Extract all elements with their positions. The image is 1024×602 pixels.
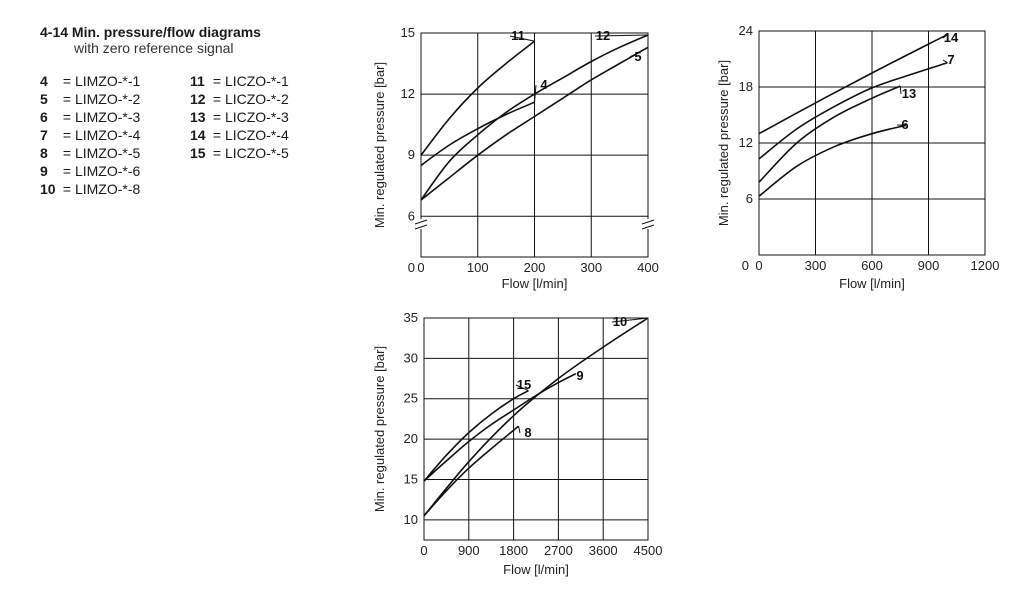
legend-item: 5 = LIMZO-*-2 — [40, 91, 141, 107]
series-leader-14 — [942, 34, 948, 39]
series-leader-7 — [942, 59, 948, 64]
x-tick-label: 900 — [458, 543, 480, 558]
series-line-13 — [758, 85, 901, 183]
series-label-8: 8 — [524, 425, 531, 440]
axis-break-mark — [414, 219, 428, 225]
series-line-7 — [758, 61, 948, 160]
series-line-14 — [758, 33, 948, 135]
y-tick-label: 24 — [739, 23, 753, 38]
y-tick-label: 12 — [401, 86, 415, 101]
series-line-10 — [423, 317, 649, 517]
y-axis-label: Min. regulated pressure [bar] — [372, 346, 387, 512]
axis-break-gap — [415, 219, 427, 229]
series-leader-5 — [629, 46, 649, 58]
axis-break-mark — [641, 219, 655, 225]
y-tick-label: 35 — [404, 310, 418, 325]
x-tick-label: 1200 — [971, 258, 1000, 273]
y-tick-label: 20 — [404, 431, 418, 446]
series-label-9: 9 — [576, 368, 583, 383]
x-tick-label: 400 — [637, 260, 659, 275]
x-tick-label: 100 — [467, 260, 489, 275]
series-leader-10 — [611, 317, 649, 323]
y-tick-label: 10 — [404, 512, 418, 527]
series-label-12: 12 — [596, 28, 610, 43]
x-tick-label: 0 — [417, 260, 424, 275]
series-line-6 — [758, 124, 907, 197]
series-line-15 — [423, 389, 529, 482]
x-tick-label: 200 — [524, 260, 546, 275]
series-label-15: 15 — [517, 377, 531, 392]
plot-frame — [423, 317, 649, 541]
y-tick-label: 15 — [401, 25, 415, 40]
x-tick-label: 0 — [420, 543, 427, 558]
series-line-11 — [420, 40, 536, 156]
x-tick-label: 1800 — [499, 543, 528, 558]
series-label-13: 13 — [902, 86, 916, 101]
x-tick-label: 900 — [918, 258, 940, 273]
legend-item: 11 = LICZO-*-1 — [190, 73, 289, 89]
legend-item: 9 = LIMZO-*-6 — [40, 163, 141, 179]
y-tick-label: 30 — [404, 350, 418, 365]
y-tick-label: 15 — [404, 471, 418, 486]
y-tick-label: 25 — [404, 391, 418, 406]
axis-break-gap — [642, 219, 654, 229]
axis-break-mark — [414, 224, 428, 230]
heading-block: 4-14 Min. pressure/flow diagrams with ze… — [40, 24, 261, 56]
series-label-5: 5 — [634, 49, 641, 64]
legend-item: 4 = LIMZO-*-1 — [40, 73, 141, 89]
x-tick-label: 2700 — [544, 543, 573, 558]
y-tick-label: 6 — [746, 191, 753, 206]
y-axis-label: Min. regulated pressure [bar] — [716, 60, 731, 226]
series-leader-12 — [594, 34, 649, 37]
x-axis-label: Flow [l/min] — [503, 562, 569, 577]
legend-item: 13 = LICZO-*-3 — [190, 109, 289, 125]
series-line-4 — [420, 101, 535, 167]
legend-item: 15 = LICZO-*-5 — [190, 145, 289, 161]
x-tick-label: 4500 — [634, 543, 663, 558]
y-tick-label: 9 — [408, 147, 415, 162]
model-legend: 4 = LIMZO-*-1 11 = LICZO-*-1 5 = LIMZO-*… — [40, 72, 350, 198]
x-axis-label: Flow [l/min] — [839, 276, 905, 291]
axis-break-mark — [641, 224, 655, 230]
x-axis-label: Flow [l/min] — [502, 276, 568, 291]
legend-item: 12 = LICZO-*-2 — [190, 91, 289, 107]
series-label-4: 4 — [540, 77, 548, 92]
page-subtitle: with zero reference signal — [74, 40, 234, 56]
x-tick-label: 300 — [805, 258, 827, 273]
series-line-5 — [420, 46, 649, 201]
series-line-8 — [423, 425, 520, 517]
legend-item: 6 = LIMZO-*-3 — [40, 109, 141, 125]
x-tick-label: 0 — [755, 258, 762, 273]
legend-item: 8 = LIMZO-*-5 — [40, 145, 141, 161]
series-leader-15 — [515, 384, 529, 392]
x-tick-label: 3600 — [589, 543, 618, 558]
y-tick-label: 6 — [408, 208, 415, 223]
y-axis-label: Min. regulated pressure [bar] — [372, 62, 387, 228]
x-tick-label: 300 — [580, 260, 602, 275]
series-leader-9 — [571, 373, 577, 377]
y-tick-label: 0 — [408, 260, 415, 275]
y-tick-label: 18 — [739, 79, 753, 94]
legend-item: 7 = LIMZO-*-4 — [40, 127, 141, 143]
series-leader-13 — [899, 86, 902, 95]
series-label-6: 6 — [901, 117, 908, 132]
y-tick-label: 0 — [742, 258, 749, 273]
series-label-7: 7 — [947, 52, 954, 67]
series-label-11: 11 — [511, 28, 525, 43]
y-tick-label: 12 — [739, 135, 753, 150]
page-title: 4-14 Min. pressure/flow diagrams — [40, 24, 261, 40]
legend-item: 14 = LICZO-*-4 — [190, 127, 289, 143]
series-leader-11 — [509, 35, 535, 42]
series-label-14: 14 — [944, 30, 959, 45]
series-line-9 — [423, 372, 577, 482]
series-leader-8 — [518, 426, 521, 434]
series-line-12 — [420, 34, 649, 201]
legend-item: 10 = LIMZO-*-8 — [40, 181, 141, 197]
series-label-10: 10 — [613, 314, 627, 329]
x-tick-label: 600 — [861, 258, 883, 273]
